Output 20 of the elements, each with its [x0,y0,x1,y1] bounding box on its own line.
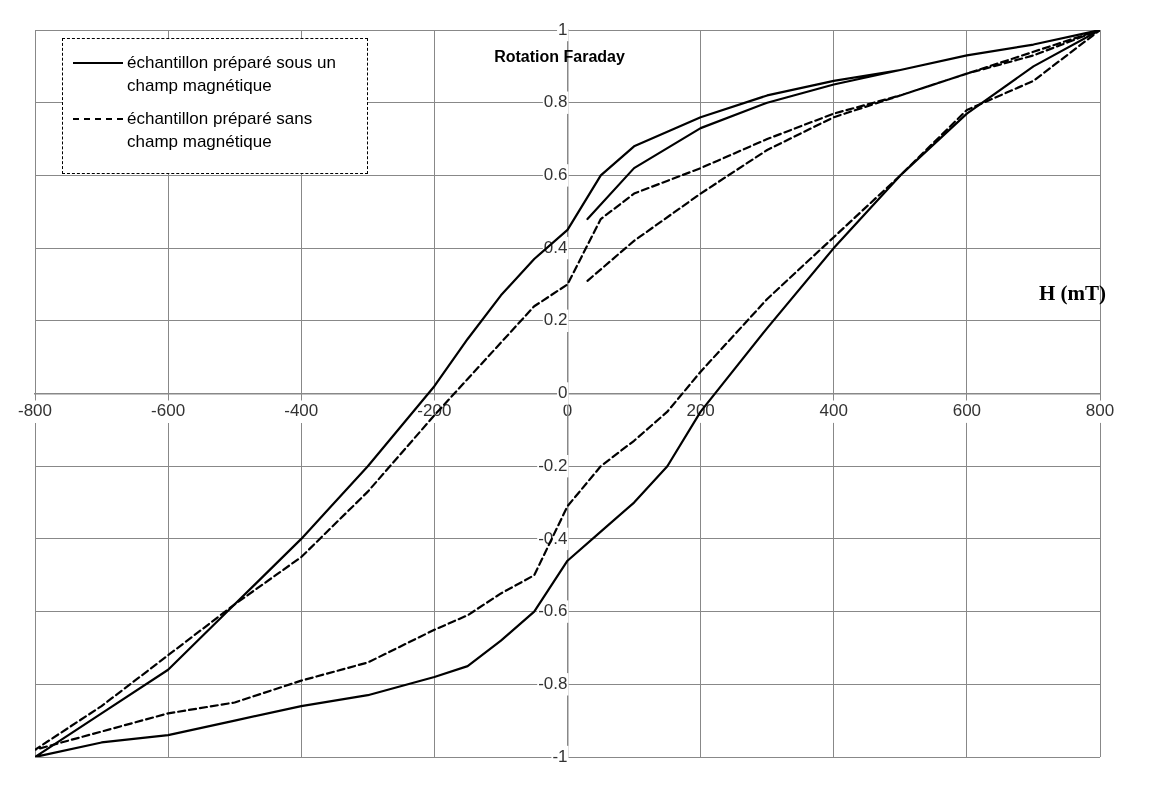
x-tick-label: -400 [284,401,319,421]
legend-label: échantillon préparé sous un champ magnétique [127,52,337,97]
x-tick-label: -800 [17,401,53,421]
y-tick-label: 1 [558,19,568,39]
y-tick-label: -1 [552,746,568,766]
y-tick-label: -0.8 [538,673,568,693]
y-axis-title: Rotation Faraday [494,48,625,66]
y-tick-label: -0.2 [538,455,568,475]
x-tick-label: 600 [952,401,982,421]
x-tick-label: -600 [151,401,186,421]
y-tick-label: 0.6 [543,165,568,185]
x-tick-label: -200 [417,401,452,421]
x-tick-label: 400 [819,401,848,421]
y-tick-label: -0.6 [538,601,568,621]
legend-label: échantillon préparé sans champ magnétique [127,108,314,153]
y-tick-label: 0 [558,383,568,403]
y-tick-label: 0.8 [543,92,568,112]
x-tick-label: 800 [1085,401,1115,421]
x-axis-title: H (mT) [1038,281,1106,306]
y-tick-label: 0.2 [543,310,568,330]
